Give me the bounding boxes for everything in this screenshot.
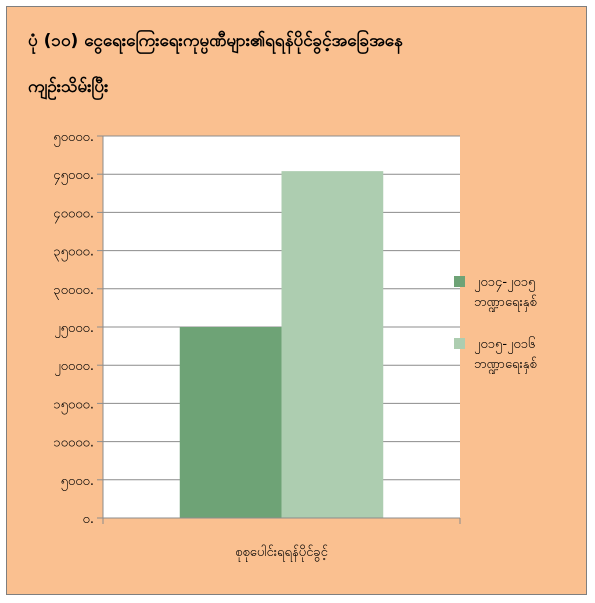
chart-title: ပုံ (၁၀) ငွေရေးကြေးရေးကုမ္ပဏီများ၏ရရန်ပိ… <box>28 31 403 51</box>
y-tick-label: ၂၅၀၀၀. <box>54 321 94 338</box>
y-tick-label: ၁၀၀၀၀. <box>53 436 94 451</box>
legend-swatch <box>454 276 465 287</box>
y-tick-label: ၄၅၀၀၀. <box>53 168 94 185</box>
legend-label: ၂၀၁၄-၂၀၁၅ <box>474 275 535 292</box>
y-tick-label: ၁၅၀၀၀. <box>53 397 94 414</box>
legend: ၂၀၁၄-၂၀၁၅ဘဏ္ဍာရေးနှစ်၂၀၁၅-၂၀၁၆ဘဏ္ဍာရေးနှ… <box>454 275 537 374</box>
chart-title-continuation: ကျဉ်းသိမ်းပြီး <box>28 77 109 97</box>
y-tick-label: ၄၀၀၀၀. <box>53 206 94 223</box>
y-axis-ticks: ၀. ၅၀၀၀. ၁၀၀၀၀. ၁၅၀၀၀. ၂၀၀၀၀. ၂၅၀၀၀. ၃၀၀၀၀. ၃၅၀… <box>53 130 103 527</box>
bars <box>179 171 384 519</box>
bar-1 <box>179 327 282 518</box>
y-tick-label: ၂၀၀၀၀. <box>54 359 94 376</box>
y-tick-label: ၃၅၀၀၀. <box>53 245 94 262</box>
x-axis-ticks: စုစုပေါင်းရရန်ပိုင်ခွင့် <box>102 518 461 562</box>
x-tick-label: စုစုပေါင်းရရန်ပိုင်ခွင့် <box>235 544 328 562</box>
y-tick-label: ၃၀၀၀၀. <box>53 283 94 300</box>
y-tick-label: ၀. <box>83 512 94 527</box>
bar-2 <box>281 171 384 519</box>
legend-label: ၂၀၁၅-၂၀၁၆ <box>474 336 535 354</box>
y-tick-label: ၅၀၀၀၀. <box>53 130 94 147</box>
legend-label: ဘဏ္ဍာရေးနှစ် <box>474 356 537 374</box>
legend-swatch <box>454 338 465 349</box>
legend-label: ဘဏ္ဍာရေးနှစ် <box>474 294 537 312</box>
y-tick-label: ၅၀၀၀. <box>61 474 94 491</box>
